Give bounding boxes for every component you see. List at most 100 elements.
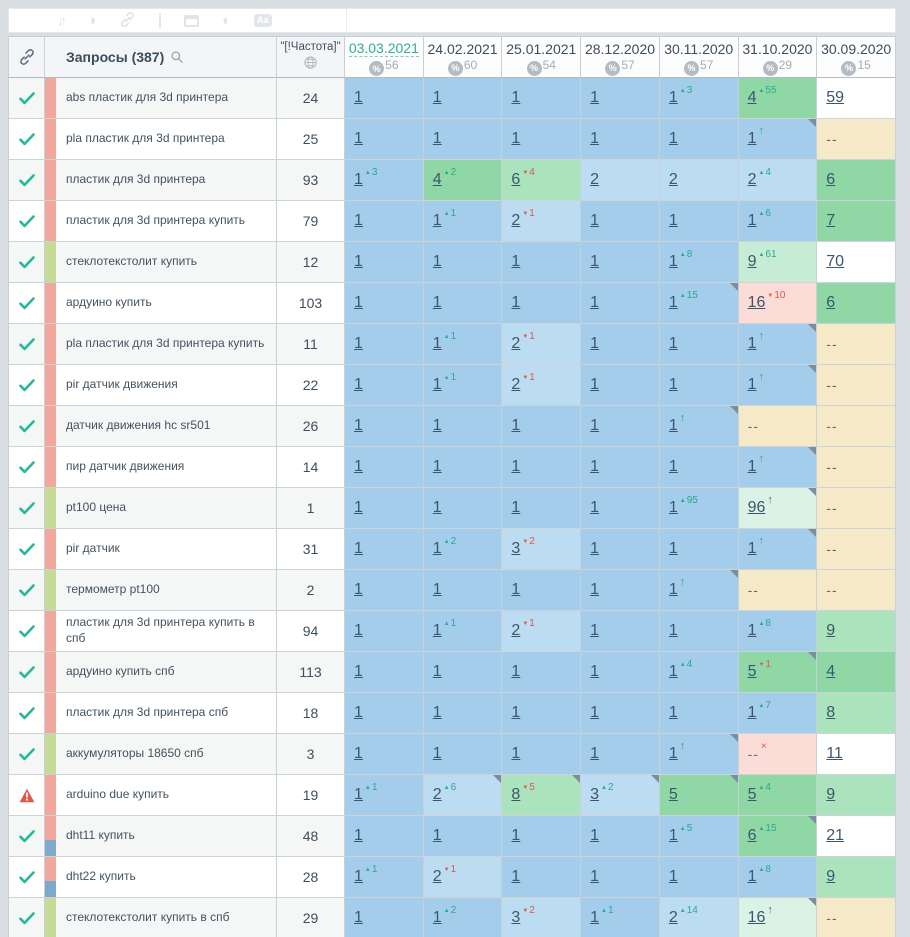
position-link[interactable]: 1 [668, 540, 678, 557]
position-link[interactable]: 11 [826, 745, 843, 762]
position-link[interactable]: 70 [826, 253, 845, 270]
frequency-column-header[interactable]: "[!Частота]" [277, 36, 345, 78]
position-link[interactable]: 5 [747, 786, 757, 803]
position-link[interactable]: 1 [590, 909, 600, 926]
keyword-cell[interactable]: arduino due купить [45, 775, 277, 816]
position-link[interactable]: 1 [354, 376, 363, 393]
position-link[interactable]: 1 [590, 622, 600, 639]
date-label[interactable]: 31.10.2020 [742, 40, 813, 57]
position-link[interactable]: 1 [354, 827, 363, 844]
position-link[interactable]: 16 [747, 909, 766, 926]
position-link[interactable]: 1 [511, 868, 521, 885]
panel-icon[interactable] [184, 14, 200, 27]
position-link[interactable]: 1 [511, 745, 521, 762]
position-link[interactable]: 1 [747, 335, 757, 352]
position-link[interactable]: 1 [747, 868, 757, 885]
date-column-header[interactable]: 24.02.2021% 60 [423, 36, 503, 78]
row-status-toggle[interactable] [8, 693, 45, 734]
position-link[interactable]: 1 [354, 294, 363, 311]
row-status-toggle[interactable] [8, 652, 45, 693]
keyword-cell[interactable]: pt100 цена [45, 488, 277, 529]
position-link[interactable]: 1 [590, 704, 600, 721]
position-link[interactable]: 1 [668, 499, 678, 516]
link-column-header[interactable] [8, 36, 45, 78]
row-status-toggle[interactable] [8, 734, 45, 775]
sort-icon[interactable]: ↓↑ [57, 13, 67, 28]
position-link[interactable]: 1 [432, 458, 442, 475]
keyword-cell[interactable]: ардуино купить спб [45, 652, 277, 693]
keyword-cell[interactable]: пластик для 3d принтера купить [45, 201, 277, 242]
position-link[interactable]: 2 [511, 335, 521, 352]
row-status-toggle[interactable] [8, 406, 45, 447]
contrast-icon[interactable]: ◐ [222, 12, 232, 29]
date-column-header[interactable]: 25.01.2021% 54 [502, 36, 582, 78]
position-link[interactable]: 2 [432, 868, 442, 885]
position-link[interactable]: 1 [432, 294, 442, 311]
position-link[interactable]: 1 [511, 704, 521, 721]
position-link[interactable]: 1 [432, 335, 442, 352]
position-link[interactable]: 6 [511, 171, 521, 188]
position-link[interactable]: 1 [590, 130, 600, 147]
position-link[interactable]: 1 [354, 499, 363, 516]
row-status-toggle[interactable] [8, 365, 45, 406]
row-status-toggle[interactable] [8, 898, 45, 937]
circle-icon[interactable]: ◑ [87, 12, 97, 29]
position-link[interactable]: 1 [432, 745, 442, 762]
position-link[interactable]: 1 [590, 827, 600, 844]
position-link[interactable]: 5 [747, 663, 757, 680]
position-link[interactable]: 9 [826, 786, 836, 803]
position-link[interactable]: 1 [354, 663, 363, 680]
position-link[interactable]: 1 [668, 294, 678, 311]
position-link[interactable]: 1 [432, 622, 442, 639]
position-link[interactable]: 7 [826, 212, 836, 229]
position-link[interactable]: 1 [668, 581, 678, 598]
position-link[interactable]: 1 [511, 581, 521, 598]
keyword-cell[interactable]: dht22 купить [45, 857, 277, 898]
position-link[interactable]: 1 [354, 253, 363, 270]
keyword-cell[interactable]: пир датчик движения [45, 447, 277, 488]
text-case-icon[interactable]: Aa [254, 14, 272, 27]
position-link[interactable]: 1 [354, 89, 363, 106]
keyword-cell[interactable]: датчик движения hc sr501 [45, 406, 277, 447]
position-link[interactable]: 2 [747, 171, 757, 188]
position-link[interactable]: 1 [354, 130, 363, 147]
position-link[interactable]: 1 [511, 663, 521, 680]
position-link[interactable]: 1 [354, 622, 363, 639]
position-link[interactable]: 1 [668, 704, 678, 721]
position-link[interactable]: 1 [432, 89, 442, 106]
position-link[interactable]: 1 [747, 704, 757, 721]
keyword-cell[interactable]: pir датчик движения [45, 365, 277, 406]
position-link[interactable]: 1 [668, 868, 678, 885]
row-status-toggle[interactable] [8, 447, 45, 488]
position-link[interactable]: 1 [511, 458, 521, 475]
keyword-cell[interactable]: dht11 купить [45, 816, 277, 857]
position-link[interactable]: 1 [511, 130, 521, 147]
date-label[interactable]: 03.03.2021 [348, 40, 419, 57]
keyword-cell[interactable]: pla пластик для 3d принтера купить [45, 324, 277, 365]
position-link[interactable]: 1 [590, 89, 600, 106]
position-link[interactable]: 8 [826, 704, 836, 721]
position-link[interactable]: 2 [511, 212, 521, 229]
position-link[interactable]: 1 [432, 212, 442, 229]
position-link[interactable]: 2 [432, 786, 442, 803]
position-link[interactable]: 2 [668, 909, 678, 926]
position-link[interactable]: 1 [354, 786, 363, 803]
position-link[interactable]: 1 [668, 745, 678, 762]
queries-column-header[interactable]: Запросы (387) [45, 36, 277, 78]
position-link[interactable]: 9 [826, 622, 836, 639]
position-link[interactable]: 5 [668, 786, 678, 803]
row-status-toggle[interactable] [8, 242, 45, 283]
position-link[interactable]: 1 [511, 253, 521, 270]
position-link[interactable]: 2 [511, 622, 521, 639]
position-link[interactable]: 1 [354, 909, 363, 926]
keyword-cell[interactable]: abs пластик для 3d принтера [45, 78, 277, 119]
position-link[interactable]: 3 [590, 786, 600, 803]
position-link[interactable]: 1 [590, 376, 600, 393]
position-link[interactable]: 1 [668, 89, 678, 106]
row-status-toggle[interactable] [8, 119, 45, 160]
position-link[interactable]: 1 [590, 294, 600, 311]
position-link[interactable]: 96 [747, 499, 766, 516]
position-link[interactable]: 1 [668, 376, 678, 393]
position-link[interactable]: 1 [747, 540, 757, 557]
position-link[interactable]: 1 [432, 581, 442, 598]
